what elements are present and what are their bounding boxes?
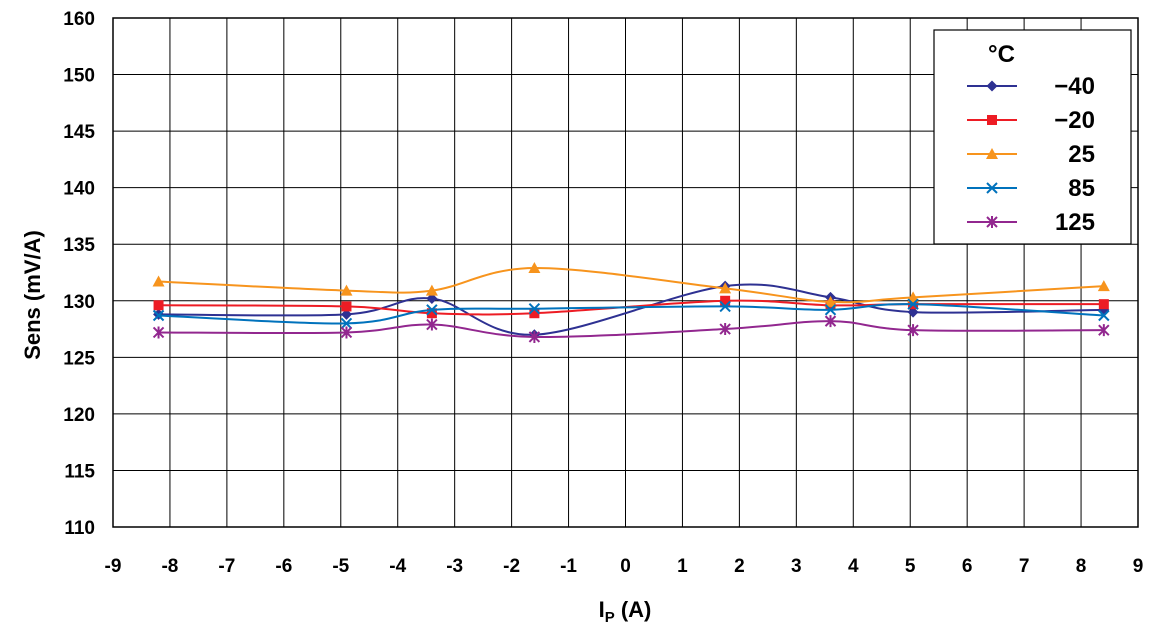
data-point	[528, 302, 541, 315]
x-tick-label: 6	[962, 556, 973, 577]
data-point	[1098, 299, 1109, 310]
x-tick-label: 8	[1076, 556, 1087, 577]
data-point	[986, 80, 998, 92]
y-tick-label: 140	[63, 179, 95, 200]
data-point	[986, 148, 998, 159]
data-point	[1097, 280, 1110, 292]
data-point	[719, 282, 732, 294]
legend-label: 85	[1068, 175, 1095, 202]
data-point	[719, 300, 731, 313]
series-85	[152, 298, 1110, 330]
data-point	[426, 304, 438, 316]
x-tick-label: 4	[848, 556, 859, 577]
data-point	[152, 275, 165, 287]
data-point	[907, 306, 919, 318]
x-tick-labels: -9 -8 -7 -6 -5 -4 -3 -2 -1 0 1 2 3 4 5 6 7 8 9	[105, 556, 1144, 577]
y-tick-label: 135	[63, 235, 95, 256]
data-point	[426, 318, 438, 331]
data-point	[824, 295, 837, 307]
plot-border	[112, 17, 1139, 528]
legend: °C −40 −20 25 85 125	[933, 29, 1132, 245]
y-tick-labels: 110 115 120 125 130 135 140 145 150 160	[63, 9, 95, 539]
x-tick-label: -2	[503, 556, 520, 577]
data-point	[528, 261, 541, 273]
data-point	[987, 115, 997, 125]
legend-entry: −20	[967, 107, 1095, 134]
x-tick-label: 9	[1133, 556, 1144, 577]
x-axis-label: IP (A)	[599, 597, 652, 626]
y-tick-label: 130	[63, 292, 95, 313]
data-point	[426, 293, 438, 305]
x-tick-label: 3	[791, 556, 802, 577]
data-point	[1098, 309, 1110, 322]
series-125	[152, 315, 1110, 343]
data-point	[152, 309, 165, 322]
y-tick-label: 115	[64, 461, 95, 482]
x-axis-label-unit: (A)	[615, 597, 652, 622]
x-axis-label-subscript: P	[605, 609, 615, 626]
legend-entry: 125	[967, 209, 1095, 236]
x-tick-label: 2	[734, 556, 745, 577]
data-point	[720, 295, 731, 306]
legend-title: °C	[988, 41, 1015, 68]
x-tick-label: 5	[905, 556, 916, 577]
legend-label: −20	[1054, 107, 1095, 134]
data-point	[986, 216, 998, 228]
y-axis-label: Sens (mV/A)	[20, 230, 45, 360]
data-point	[152, 326, 165, 339]
series-25	[152, 261, 1110, 307]
data-point	[341, 301, 352, 312]
legend-entry: −40	[967, 73, 1095, 100]
data-point	[340, 284, 353, 296]
data-point	[425, 284, 438, 296]
x-axis-label-main: I	[599, 597, 605, 622]
data-point	[907, 298, 919, 310]
x-tick-label: 0	[620, 556, 631, 577]
y-tick-label: 145	[63, 122, 95, 143]
data-point	[529, 308, 540, 319]
legend-label: 125	[1055, 209, 1095, 236]
data-point	[340, 317, 353, 330]
data-point	[340, 308, 352, 320]
data-point	[986, 182, 998, 194]
legend-entry: 25	[967, 141, 1095, 168]
series-lines	[152, 261, 1110, 343]
y-tick-label: 160	[63, 9, 95, 30]
x-tick-label: -4	[389, 556, 406, 577]
x-tick-label: -3	[446, 556, 463, 577]
x-tick-label: -1	[560, 556, 577, 577]
data-point	[153, 300, 164, 311]
data-point	[824, 315, 837, 328]
data-point	[426, 308, 437, 319]
x-tick-label: -9	[105, 556, 122, 577]
data-point	[528, 330, 541, 343]
legend-label: 25	[1068, 141, 1095, 168]
data-point	[907, 324, 919, 337]
x-tick-label: 1	[677, 556, 688, 577]
x-tick-label: -8	[161, 556, 178, 577]
legend-box	[933, 29, 1132, 245]
data-point	[907, 291, 920, 303]
x-tick-label: 7	[1019, 556, 1030, 577]
x-tick-label: -5	[332, 556, 349, 577]
data-point	[340, 326, 353, 339]
legend-label: −40	[1054, 73, 1095, 100]
x-tick-label: -6	[275, 556, 292, 577]
y-tick-label: 125	[63, 348, 95, 369]
x-tick-label: -7	[218, 556, 235, 577]
legend-entry: 85	[967, 175, 1095, 202]
data-point	[1098, 324, 1110, 337]
y-tick-label: 110	[64, 518, 95, 539]
y-tick-label: 150	[63, 66, 95, 87]
data-point	[719, 323, 731, 336]
data-point	[824, 304, 837, 316]
y-tick-label: 120	[63, 405, 95, 426]
